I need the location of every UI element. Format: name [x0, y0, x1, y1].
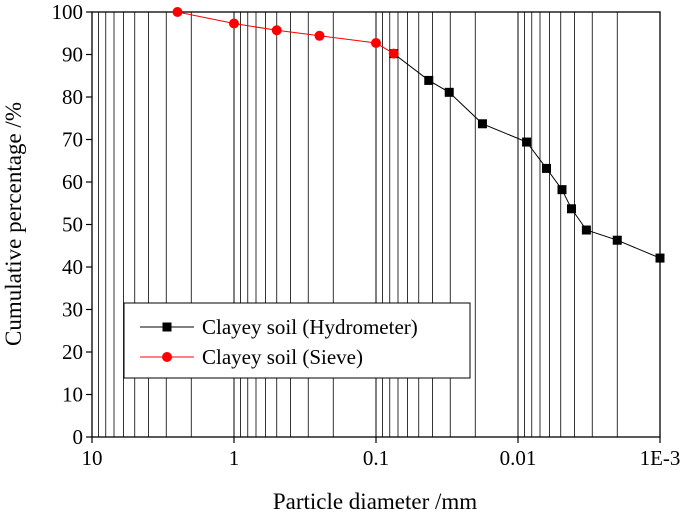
data-point	[172, 7, 183, 17]
data-point	[655, 253, 665, 263]
y-tick-label: 0	[73, 425, 84, 449]
legend: Clayey soil (Hydrometer) Clayey soil (Sie…	[123, 302, 471, 379]
y-tick-label: 30	[62, 298, 83, 322]
data-point	[314, 30, 325, 41]
series-layer	[172, 7, 665, 263]
data-point	[522, 137, 532, 147]
y-tick-label: 80	[62, 85, 83, 109]
data-point	[557, 185, 567, 195]
x-tick-label: 0.1	[363, 446, 389, 470]
y-tick-label: 90	[62, 43, 83, 67]
x-tick-label: 0.01	[500, 446, 537, 470]
series-line	[177, 11, 394, 55]
y-tick-label: 20	[62, 340, 83, 364]
legend-label: Clayey soil (Hydrometer)	[202, 315, 418, 339]
data-point	[477, 119, 487, 129]
x-tick-label: 1E-3	[640, 446, 681, 470]
data-point	[371, 38, 381, 49]
series-line	[393, 53, 661, 259]
legend-label: Clayey soil (Sieve)	[202, 345, 363, 369]
legend-entry: Clayey soil (Hydrometer)	[140, 315, 418, 339]
x-tick-labels: 10 1 0.1 0.01 1E-3	[82, 446, 681, 470]
y-tick-label: 50	[62, 213, 83, 237]
legend-marker	[162, 322, 172, 332]
y-tick-label: 40	[62, 255, 83, 279]
legend-entry: Clayey soil (Sieve)	[140, 345, 363, 369]
y-tick-label: 70	[62, 128, 83, 152]
data-point	[541, 163, 551, 173]
y-tick-labels: 0 10 20 30 40 50 60 70 80 90 100	[52, 0, 84, 449]
legend-marker	[162, 352, 172, 362]
data-point	[271, 25, 282, 36]
data-point	[612, 235, 622, 245]
y-tick-label: 100	[52, 0, 84, 24]
data-point	[229, 18, 239, 29]
axes	[86, 11, 661, 443]
x-axis-label: Particle diameter /mm	[273, 489, 477, 514]
data-point	[424, 75, 434, 85]
series-sieve	[172, 7, 399, 59]
y-tick-label: 10	[62, 383, 83, 407]
x-tick-label: 10	[82, 446, 103, 470]
data-point	[566, 204, 576, 214]
x-tick-label: 1	[229, 446, 240, 470]
y-axis-label: Cumulative percentage /%	[1, 102, 26, 346]
data-point	[444, 87, 454, 97]
legend-box	[123, 302, 471, 379]
y-tick-label: 60	[62, 170, 83, 194]
data-point	[581, 225, 591, 235]
data-point	[388, 48, 399, 59]
series-hydrometer	[389, 49, 665, 263]
